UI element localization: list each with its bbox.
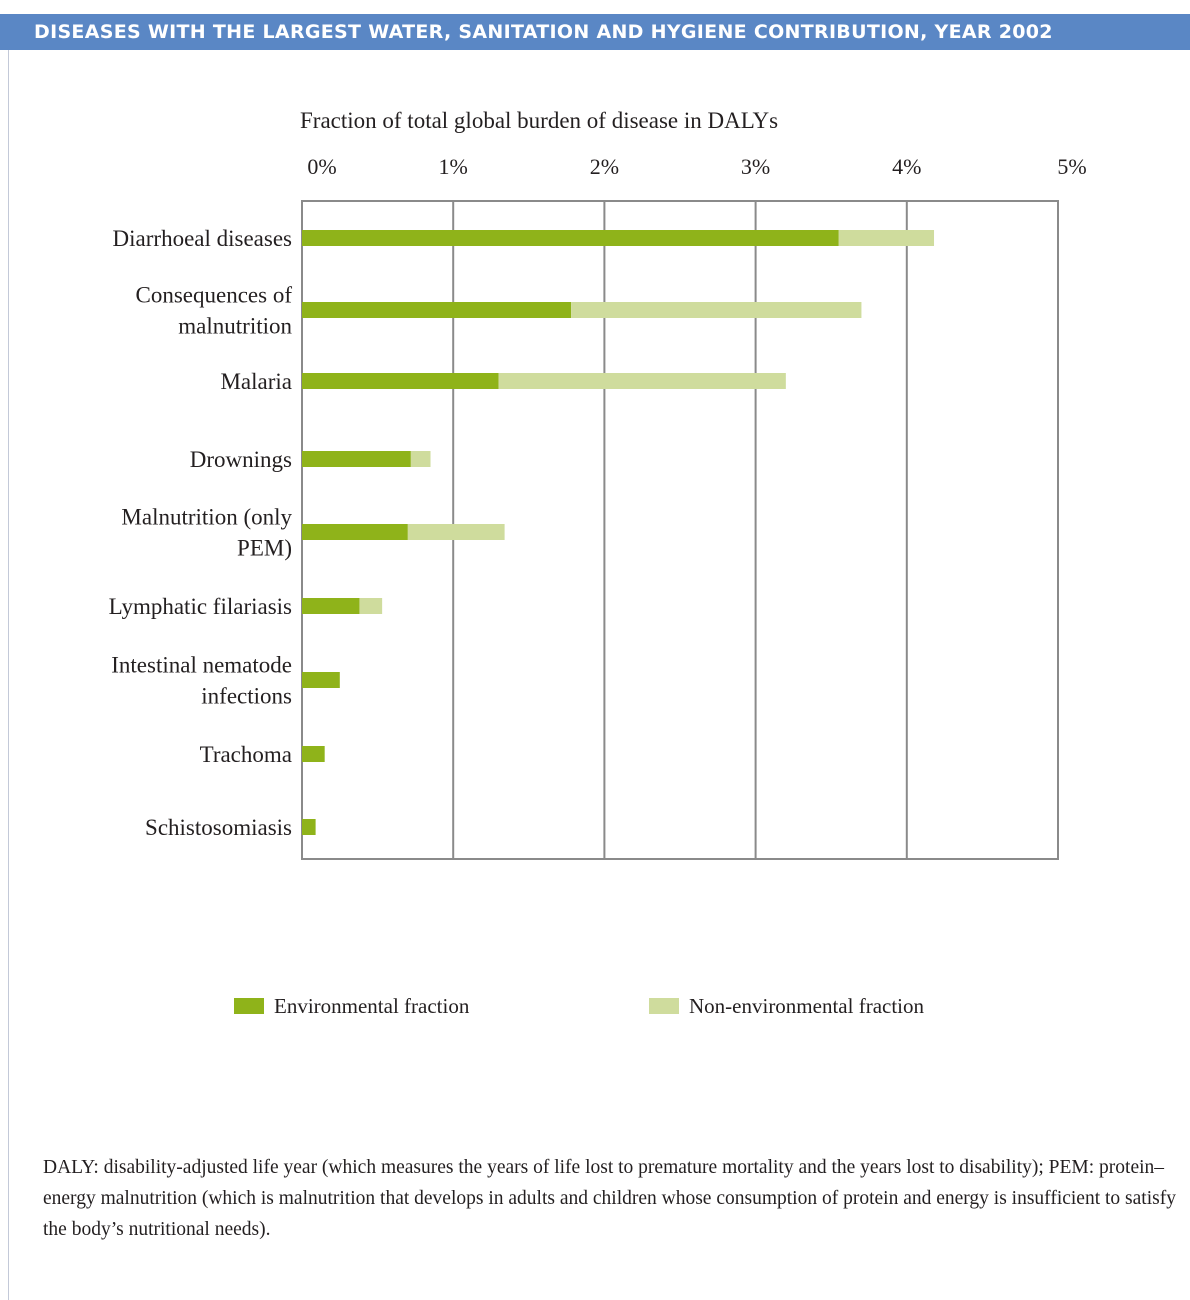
category-label-2: Malaria bbox=[220, 369, 292, 394]
bar-environmental-7 bbox=[302, 746, 325, 762]
legend-label-non-environmental: Non-environmental fraction bbox=[689, 993, 924, 1018]
bar-non-environmental-1 bbox=[571, 302, 862, 318]
bar-environmental-1 bbox=[302, 302, 572, 318]
legend-environmental: Environmental fraction bbox=[234, 994, 469, 1018]
category-label-1-line-1: malnutrition bbox=[178, 314, 292, 339]
category-label-6-line-0: Intestinal nematode bbox=[111, 653, 292, 678]
category-label-4-line-1: PEM) bbox=[237, 536, 292, 561]
legend-swatch-environmental bbox=[234, 998, 264, 1014]
bar-environmental-6 bbox=[302, 672, 340, 688]
x-tick-label-1: 1% bbox=[439, 154, 468, 179]
x-axis-title: Fraction of total global burden of disea… bbox=[300, 108, 778, 133]
bar-non-environmental-2 bbox=[498, 373, 786, 389]
bar-non-environmental-4 bbox=[407, 524, 505, 540]
bar-environmental-2 bbox=[302, 373, 499, 389]
category-label-0: Diarrhoeal diseases bbox=[113, 226, 293, 251]
footnote: DALY: disability-adjusted life year (whi… bbox=[43, 1157, 1176, 1240]
category-label-1-line-0: Consequences of bbox=[136, 283, 293, 308]
x-tick-label-0: 0% bbox=[307, 154, 336, 179]
category-label-8: Schistosomiasis bbox=[145, 815, 292, 840]
category-label-6-line-1: infections bbox=[201, 684, 292, 709]
legend-label-environmental: Environmental fraction bbox=[274, 993, 470, 1018]
legend-swatch-non-environmental bbox=[649, 998, 679, 1014]
left-border-rule bbox=[8, 50, 9, 1300]
bar-non-environmental-3 bbox=[410, 451, 431, 467]
bar-environmental-3 bbox=[302, 451, 411, 467]
bar-environmental-0 bbox=[302, 230, 839, 246]
bar-environmental-5 bbox=[302, 598, 360, 614]
category-label-7: Trachoma bbox=[200, 742, 292, 767]
bar-non-environmental-5 bbox=[359, 598, 383, 614]
category-label-3: Drownings bbox=[190, 447, 292, 472]
header-bar: DISEASES WITH THE LARGEST WATER, SANITAT… bbox=[0, 14, 1190, 50]
x-tick-label-4: 4% bbox=[892, 154, 921, 179]
category-label-4-line-0: Malnutrition (only bbox=[121, 505, 292, 530]
bar-chart: Fraction of total global burden of disea… bbox=[109, 108, 1087, 860]
chart-header-title: DISEASES WITH THE LARGEST WATER, SANITAT… bbox=[34, 21, 1053, 43]
bar-environmental-8 bbox=[302, 819, 316, 835]
x-tick-label-3: 3% bbox=[741, 154, 770, 179]
x-tick-label-5: 5% bbox=[1057, 154, 1086, 179]
category-label-5: Lymphatic filariasis bbox=[109, 594, 292, 619]
x-tick-label-2: 2% bbox=[590, 154, 619, 179]
legend-non-environmental: Non-environmental fraction bbox=[649, 994, 924, 1018]
bar-environmental-4 bbox=[302, 524, 408, 540]
bar-non-environmental-0 bbox=[838, 230, 935, 246]
